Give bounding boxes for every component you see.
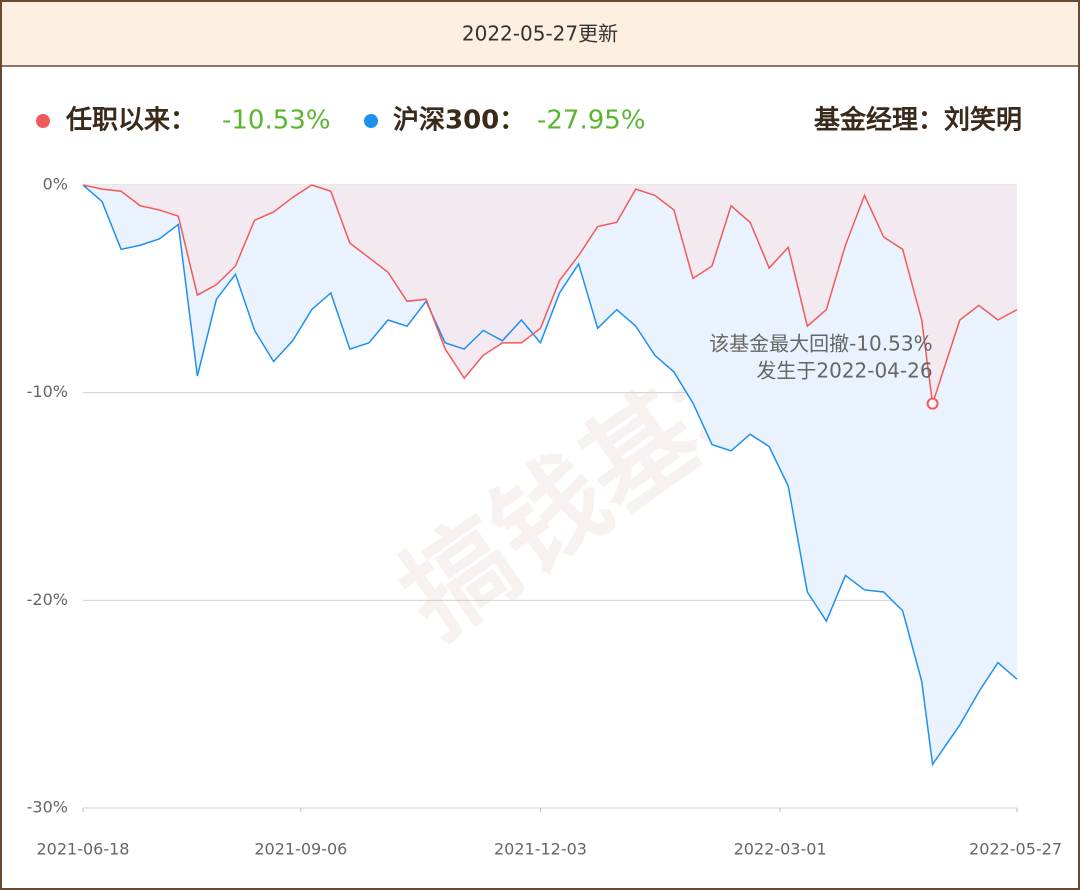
- x-tick-label: 2021-12-03: [494, 840, 587, 859]
- x-tick-label: 2022-03-01: [734, 840, 827, 859]
- legend-marker: [36, 114, 50, 128]
- legend-label: 任职以来：: [65, 106, 196, 136]
- annotation-text: 该基金最大回撤-10.53%: [709, 332, 932, 356]
- y-tick-label: -30%: [27, 798, 68, 817]
- legend-value: -10.53%: [222, 106, 331, 136]
- x-tick-label: 2021-09-06: [254, 840, 347, 859]
- manager: 基金经理：刘笑明: [814, 105, 1022, 136]
- legend-value: -27.95%: [537, 106, 646, 136]
- line: [82, 184, 1018, 404]
- area: [83, 185, 1017, 404]
- legend-marker: [364, 114, 378, 128]
- header-title: 2022-05-27更新: [462, 22, 618, 46]
- area: [83, 185, 1017, 765]
- x-tick-label: 2022-05-27: [969, 840, 1062, 859]
- x-tick-label: 2021-06-18: [37, 840, 130, 859]
- header-band: [2, 2, 1078, 66]
- max-drawdown-marker: [926, 397, 939, 410]
- legend-label: 沪深300：: [393, 106, 525, 136]
- line: [82, 184, 1018, 767]
- y-tick-label: -20%: [27, 590, 68, 609]
- y-tick-label: 0%: [43, 175, 68, 194]
- y-tick-label: -10%: [27, 382, 68, 401]
- annotation-text: 发生于2022-04-26: [756, 359, 932, 383]
